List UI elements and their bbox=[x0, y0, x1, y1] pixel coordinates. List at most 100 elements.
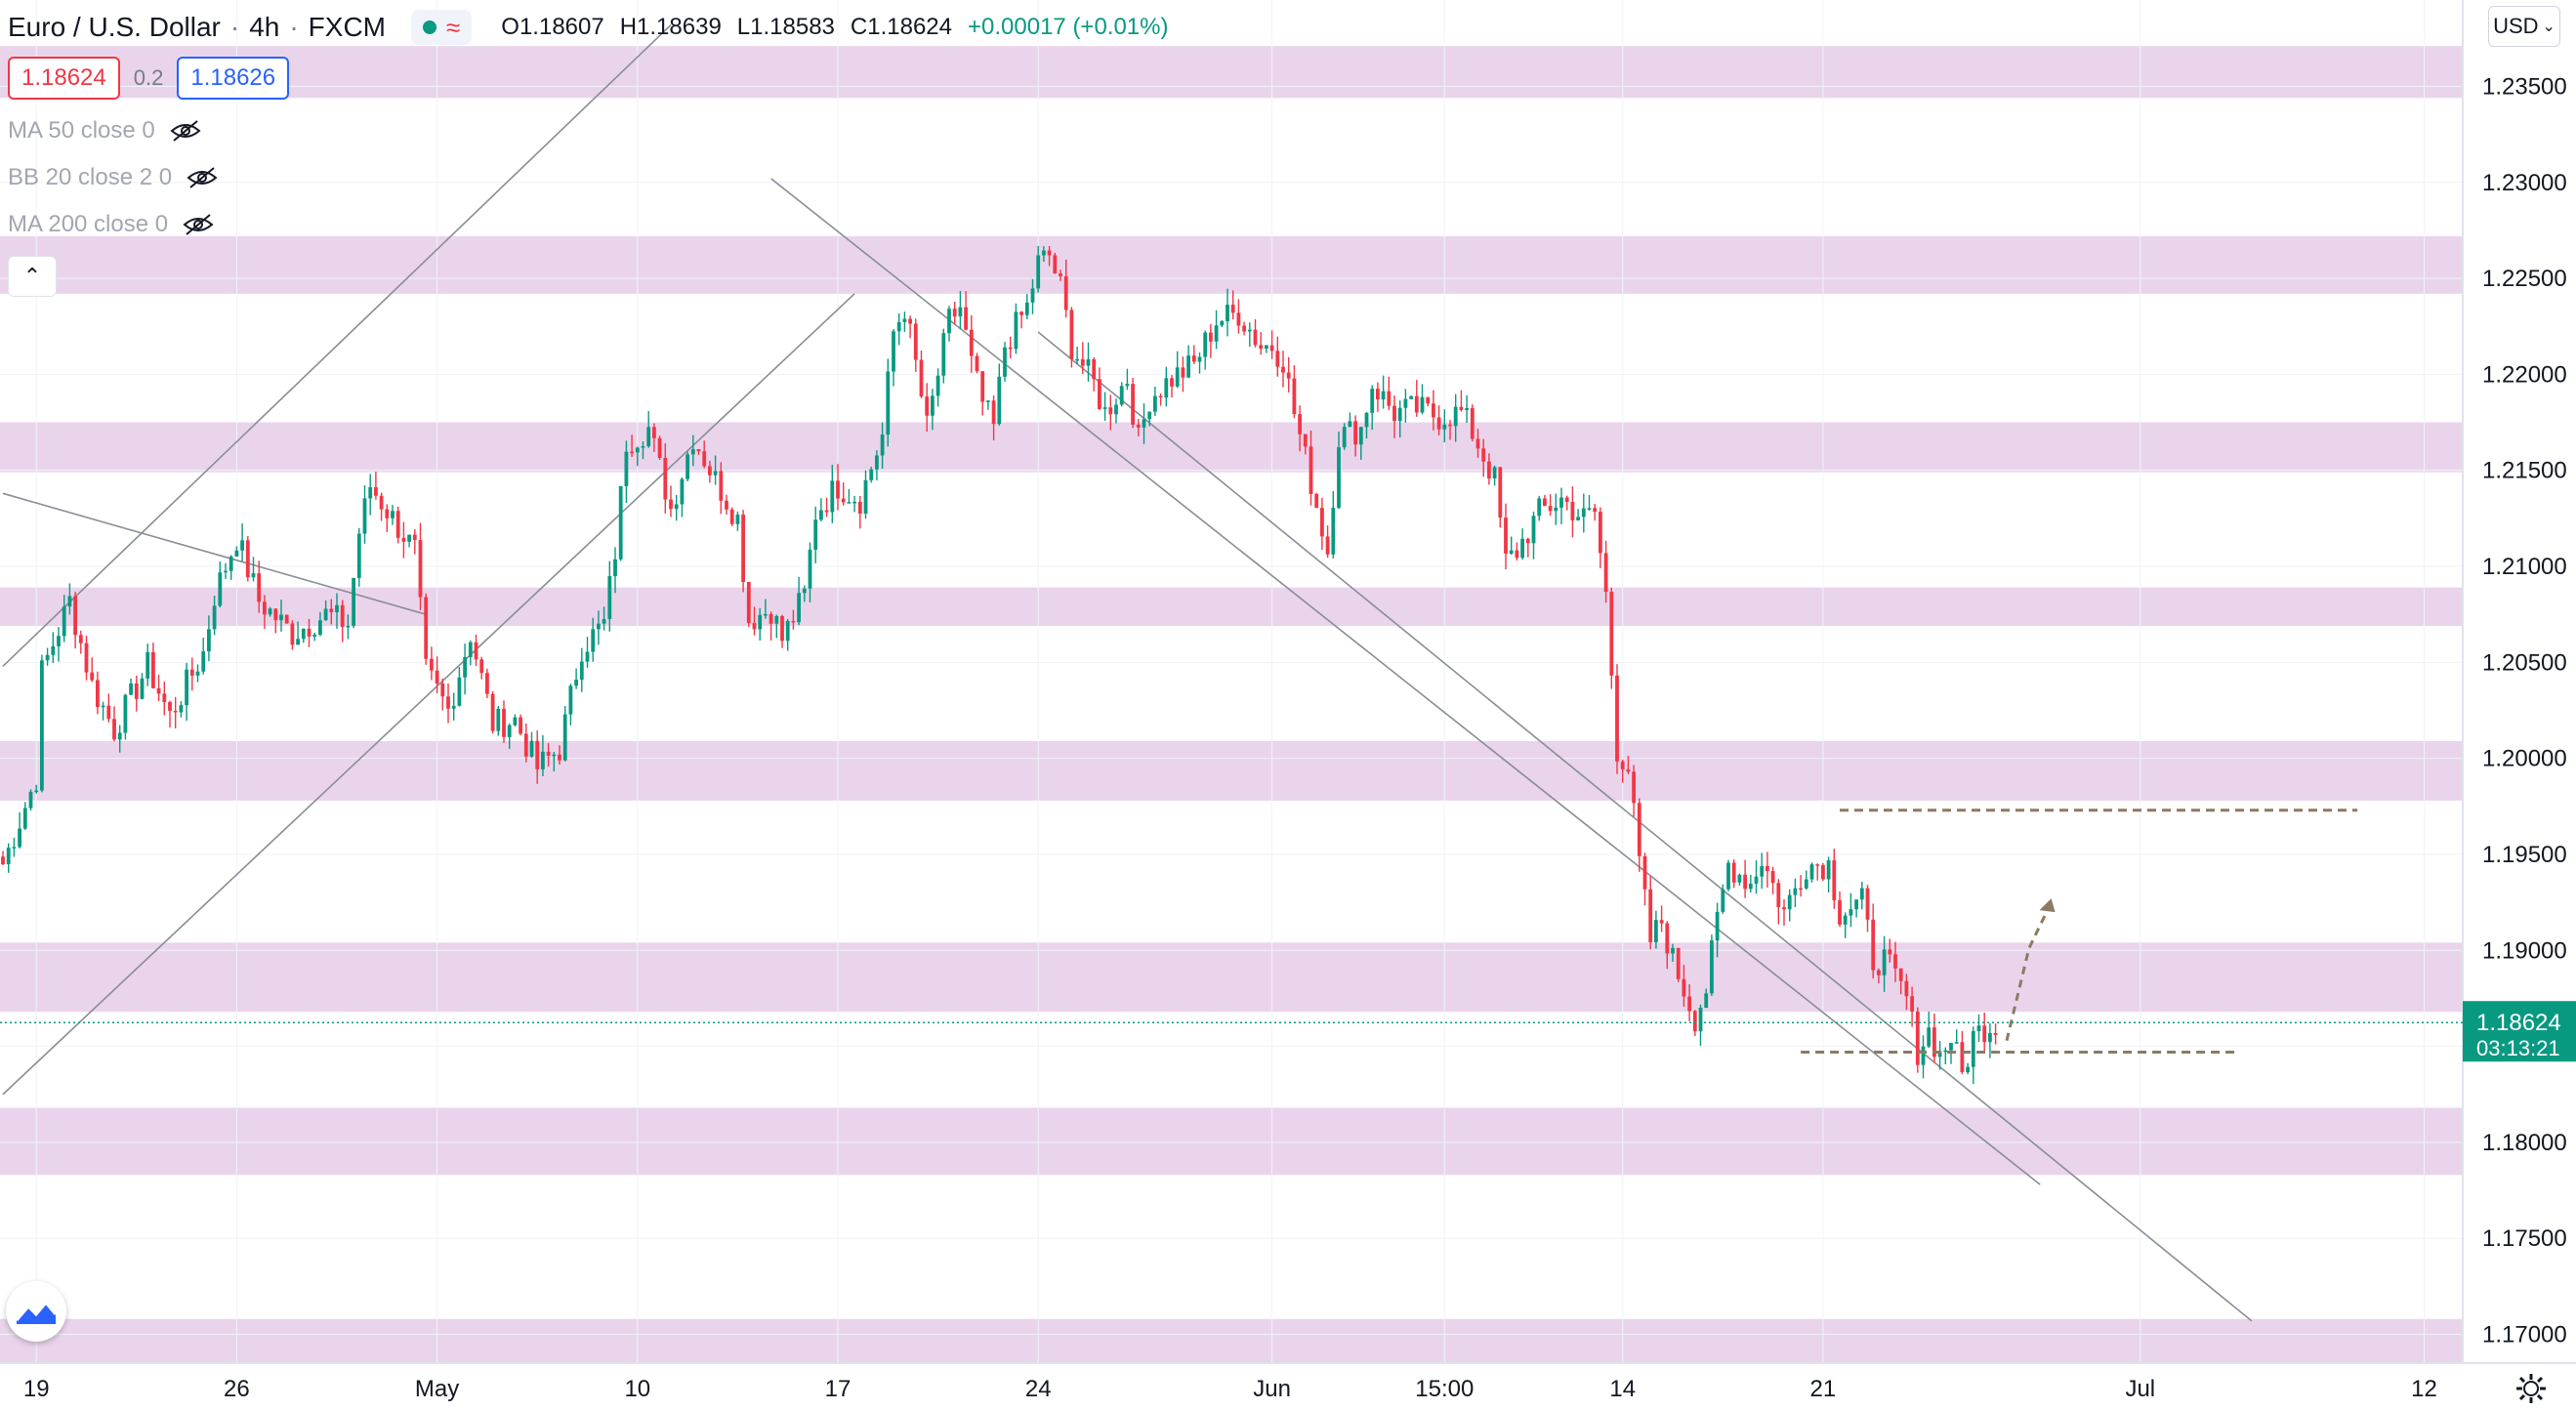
candle-body bbox=[145, 651, 150, 679]
candle-body bbox=[1865, 888, 1870, 920]
ohlc-values: O1.18607 H1.18639 L1.18583 C1.18624 +0.0… bbox=[501, 14, 1168, 41]
candle-body bbox=[1687, 996, 1691, 1012]
buy-price-button[interactable]: 1.18626 bbox=[177, 57, 290, 100]
candle-body bbox=[902, 318, 907, 322]
candle-body bbox=[490, 693, 495, 731]
collapse-indicators-button[interactable]: ⌃ bbox=[8, 256, 57, 297]
candle-body bbox=[1353, 421, 1357, 445]
candle-body bbox=[407, 534, 411, 542]
candle-body bbox=[468, 642, 473, 657]
candle-body bbox=[1024, 302, 1029, 315]
candle-body bbox=[1692, 1011, 1697, 1032]
candle-body bbox=[1053, 255, 1058, 273]
candle-body bbox=[73, 596, 77, 636]
candle-body bbox=[980, 371, 985, 402]
candle-body bbox=[1470, 407, 1475, 439]
candle-body bbox=[117, 732, 122, 740]
candle-body bbox=[607, 576, 612, 619]
change-value: +0.00017 (+0.01%) bbox=[968, 14, 1169, 40]
candle-body bbox=[1859, 888, 1864, 900]
candle-body bbox=[947, 309, 951, 334]
candle-body bbox=[1937, 1052, 1942, 1058]
candle-body bbox=[440, 684, 445, 697]
candle-body bbox=[1509, 550, 1514, 554]
candle-body bbox=[430, 658, 434, 671]
candle-body bbox=[1525, 538, 1530, 544]
candle-body bbox=[1125, 384, 1130, 387]
symbol-name[interactable]: Euro / U.S. Dollar bbox=[8, 12, 221, 42]
candle-body bbox=[1008, 347, 1013, 350]
candle-body bbox=[541, 751, 545, 769]
candle-body bbox=[1682, 978, 1686, 997]
candle-body bbox=[969, 329, 974, 356]
candle-body bbox=[1158, 395, 1163, 398]
candle-body bbox=[1286, 372, 1291, 379]
candle-body bbox=[1042, 250, 1046, 256]
candle-body bbox=[892, 331, 895, 372]
eye-hidden-icon[interactable] bbox=[182, 213, 215, 236]
candle-body bbox=[931, 395, 935, 416]
candle-body bbox=[991, 400, 996, 425]
candle-body bbox=[1259, 345, 1264, 349]
candle-body bbox=[424, 597, 429, 659]
candle-body bbox=[841, 498, 846, 503]
settings-gear-icon[interactable] bbox=[2514, 1371, 2549, 1406]
candle-body bbox=[1080, 358, 1085, 366]
candle-body bbox=[690, 449, 695, 455]
market-status-pill[interactable]: ≈ bbox=[411, 10, 473, 45]
candle-body bbox=[78, 635, 83, 643]
candle-body bbox=[40, 660, 44, 791]
eye-hidden-icon[interactable] bbox=[186, 166, 219, 189]
candle-body bbox=[1397, 407, 1402, 422]
candle-body bbox=[245, 540, 250, 578]
candle-body bbox=[1320, 508, 1324, 537]
candle-body bbox=[290, 623, 295, 645]
candle-body bbox=[479, 659, 484, 674]
candle-body bbox=[284, 614, 289, 624]
candle-body bbox=[1766, 865, 1769, 871]
candle-body bbox=[457, 677, 462, 706]
candle-body bbox=[708, 466, 712, 476]
candle-body bbox=[1102, 407, 1107, 409]
candle-body bbox=[652, 427, 656, 438]
candle-body bbox=[523, 733, 528, 757]
indicator-bb20[interactable]: BB 20 close 2 0 bbox=[8, 164, 219, 191]
indicator-ma200[interactable]: MA 200 close 0 bbox=[8, 211, 215, 238]
logo-mark-icon bbox=[15, 1300, 58, 1324]
candle-body bbox=[1492, 467, 1497, 478]
candle-body bbox=[1364, 412, 1369, 428]
price-tick-label: 1.23500 bbox=[2482, 73, 2567, 100]
candle-body bbox=[919, 359, 924, 397]
price-zone bbox=[0, 422, 2463, 473]
candle-body bbox=[418, 540, 423, 598]
price-zone bbox=[0, 46, 2463, 99]
candle-body bbox=[62, 606, 66, 637]
candle-body bbox=[1721, 889, 1725, 912]
tradingview-logo[interactable] bbox=[6, 1281, 66, 1342]
candle-body bbox=[886, 371, 891, 435]
candle-body bbox=[1003, 347, 1007, 377]
candle-body bbox=[1843, 915, 1848, 925]
price-axis-bg bbox=[2463, 0, 2576, 1410]
time-tick-label: 12 bbox=[2411, 1376, 2437, 1402]
sell-price-button[interactable]: 1.18624 bbox=[8, 57, 120, 100]
candle-body bbox=[646, 427, 651, 446]
interval-label[interactable]: 4h bbox=[249, 12, 280, 42]
candle-body bbox=[1754, 876, 1759, 884]
eye-hidden-icon[interactable] bbox=[169, 119, 202, 143]
currency-dropdown[interactable]: USD ⌄ bbox=[2488, 6, 2560, 47]
candle-body bbox=[1214, 325, 1219, 342]
price-tick-label: 1.17000 bbox=[2482, 1322, 2567, 1348]
price-zone bbox=[0, 1107, 2463, 1176]
price-zones bbox=[0, 46, 2463, 1379]
bar-countdown-label: 03:13:21 bbox=[2476, 1036, 2560, 1060]
candle-body bbox=[96, 680, 100, 707]
candle-body bbox=[156, 687, 161, 694]
candle-body bbox=[935, 375, 940, 396]
candle-body bbox=[1854, 899, 1858, 910]
candle-body bbox=[279, 614, 283, 621]
candle-body bbox=[913, 323, 918, 360]
indicator-ma50[interactable]: MA 50 close 0 bbox=[8, 117, 202, 145]
trend-line bbox=[1037, 331, 2253, 1322]
